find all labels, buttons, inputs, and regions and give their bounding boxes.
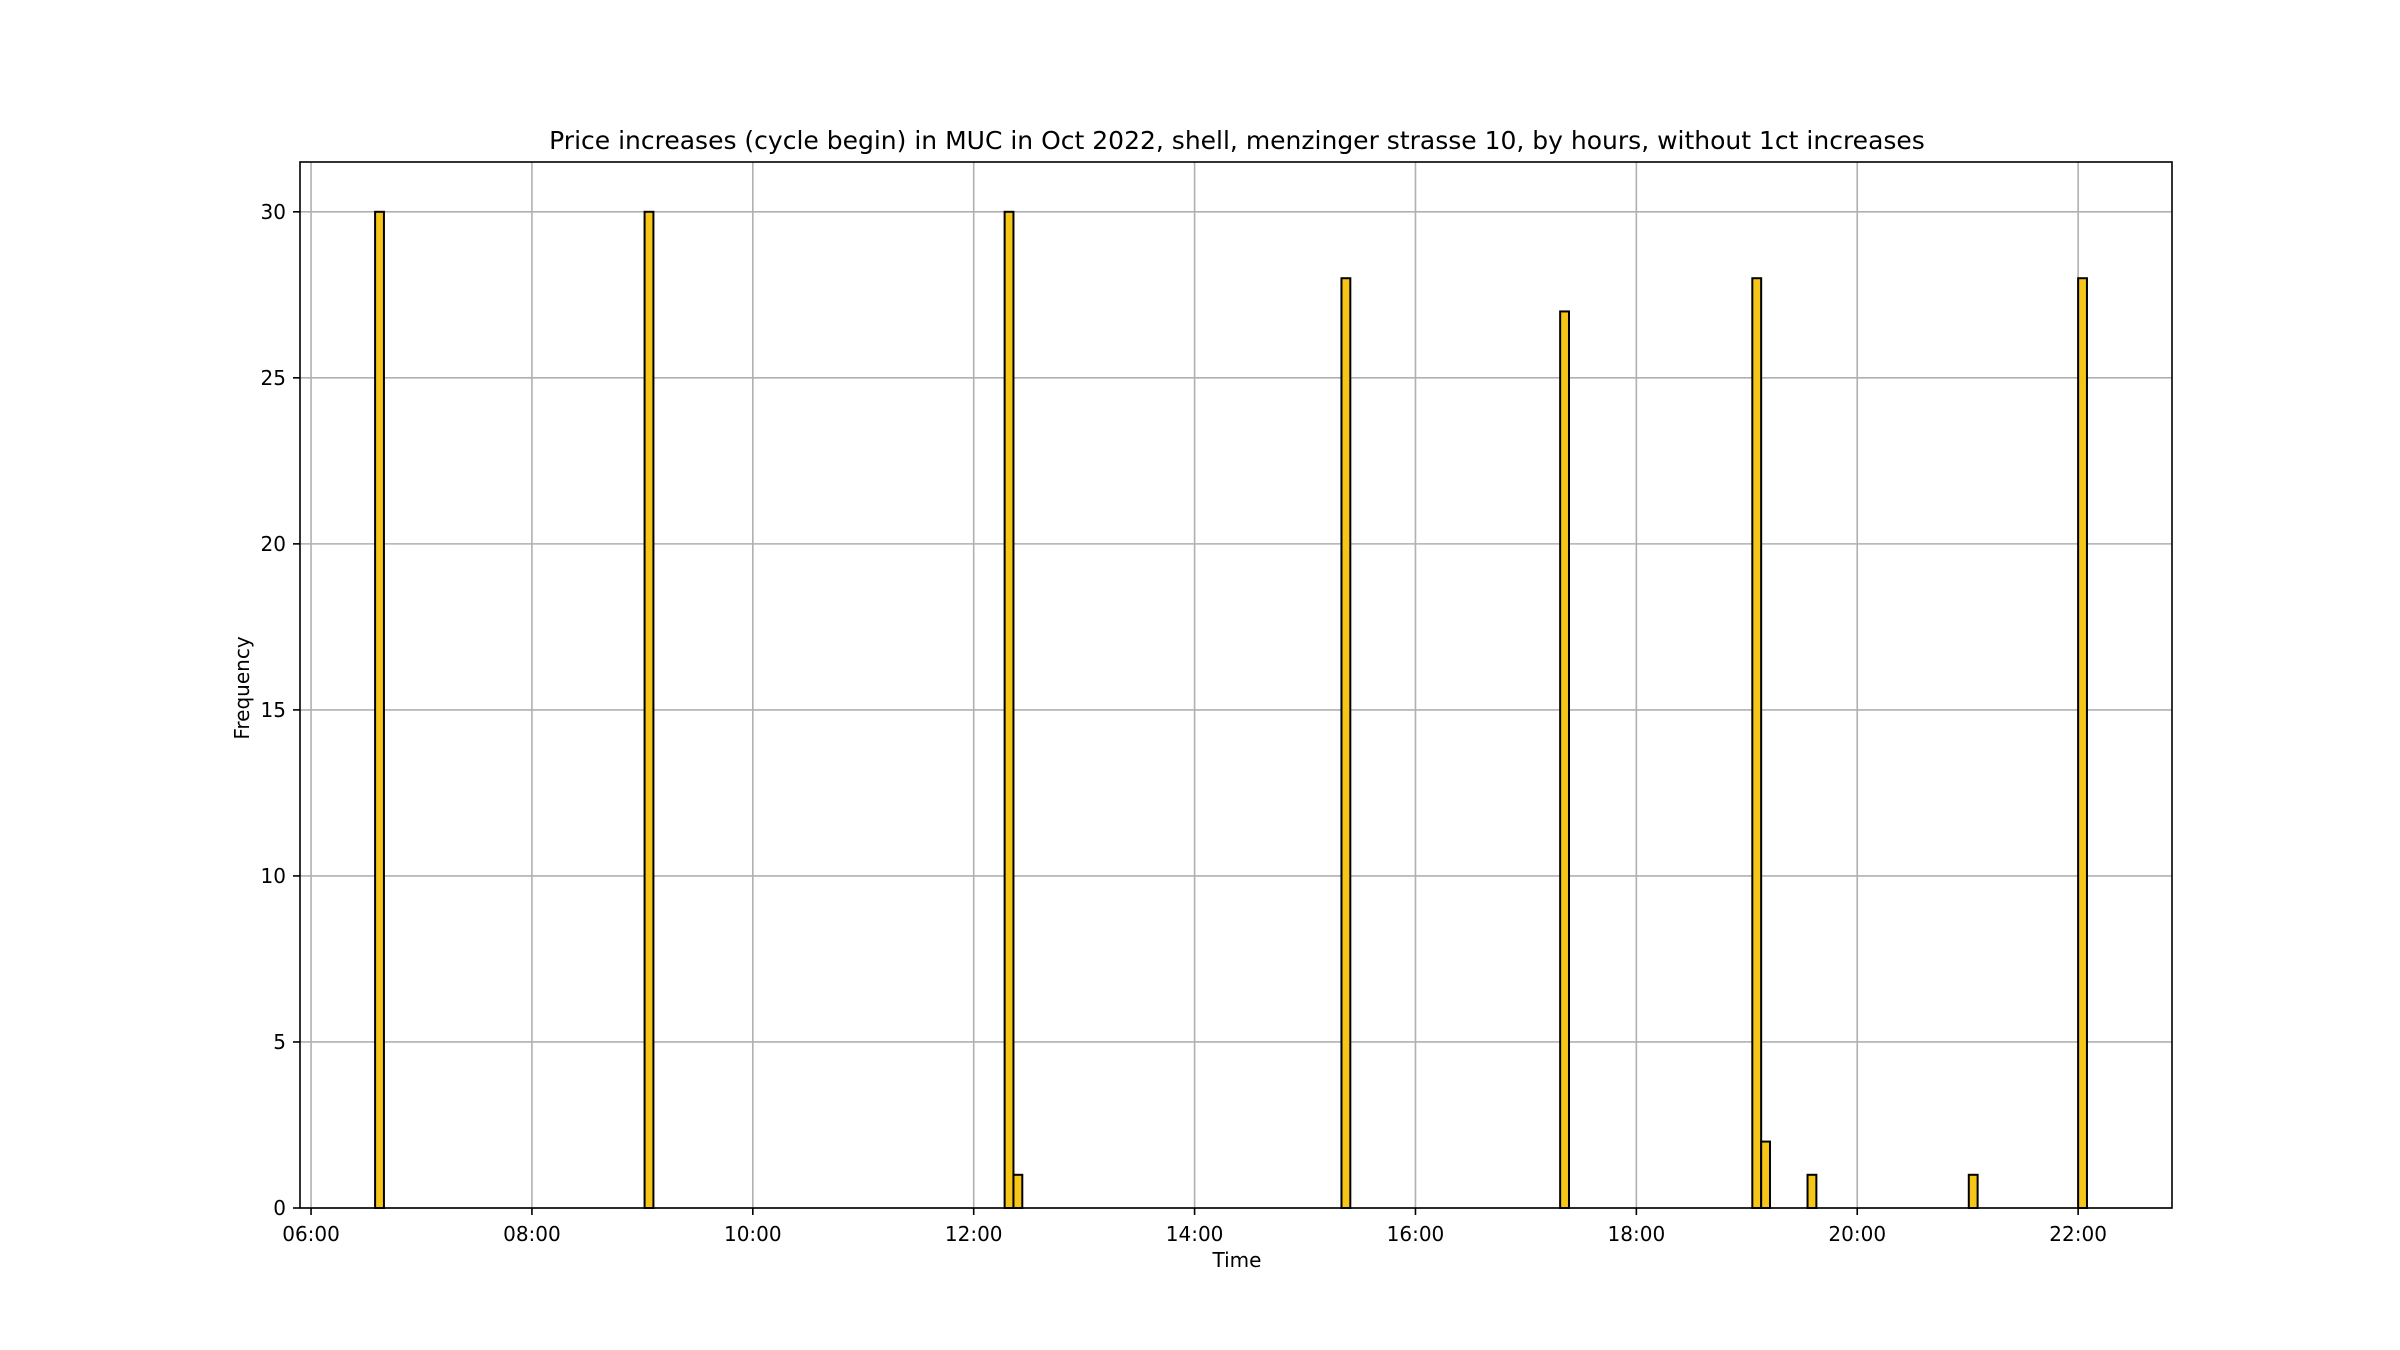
x-tick-label: 16:00 (1387, 1222, 1445, 1246)
x-tick-label: 12:00 (945, 1222, 1003, 1246)
x-tick-label: 10:00 (724, 1222, 782, 1246)
x-tick-label: 22:00 (2049, 1222, 2107, 1246)
histogram-bar (1967, 1173, 1979, 1210)
y-tick-label: 5 (273, 1030, 286, 1054)
x-tick-label: 08:00 (503, 1222, 561, 1246)
y-axis-label: Frequency (230, 636, 254, 739)
histogram-bar (1806, 1173, 1818, 1210)
histogram-bar (1751, 277, 1763, 1209)
x-tick-label: 06:00 (282, 1222, 340, 1246)
y-tick-label: 15 (261, 698, 286, 722)
x-tick-label: 14:00 (1166, 1222, 1224, 1246)
histogram-bar (643, 210, 655, 1210)
y-tick-label: 20 (261, 532, 286, 556)
histogram-bar (374, 210, 385, 1210)
y-tick-label: 30 (261, 200, 286, 224)
chart-title: Price increases (cycle begin) in MUC in … (549, 126, 1925, 155)
y-tick-label: 0 (273, 1196, 286, 1220)
histogram-bar (2077, 277, 2088, 1209)
x-tick-label: 20:00 (1828, 1222, 1886, 1246)
x-tick-label: 18:00 (1608, 1222, 1666, 1246)
y-axis: 0 5 10 15 20 25 30 (261, 200, 300, 1220)
y-tick-label: 10 (261, 864, 286, 888)
plot-frame (299, 161, 2173, 1209)
histogram-bar (1012, 1173, 1024, 1210)
histogram-bar (1559, 310, 1570, 1209)
histogram-bar (1003, 210, 1015, 1210)
grid (300, 162, 2172, 1209)
histogram-bar (1340, 277, 1352, 1209)
histogram-bar (1760, 1140, 1771, 1209)
x-axis-label: Time (1212, 1248, 1262, 1272)
y-tick-label: 25 (261, 366, 286, 390)
x-axis: 06:00 08:00 10:00 12:00 14:00 16:00 18:00 20:00… (282, 1208, 2107, 1246)
